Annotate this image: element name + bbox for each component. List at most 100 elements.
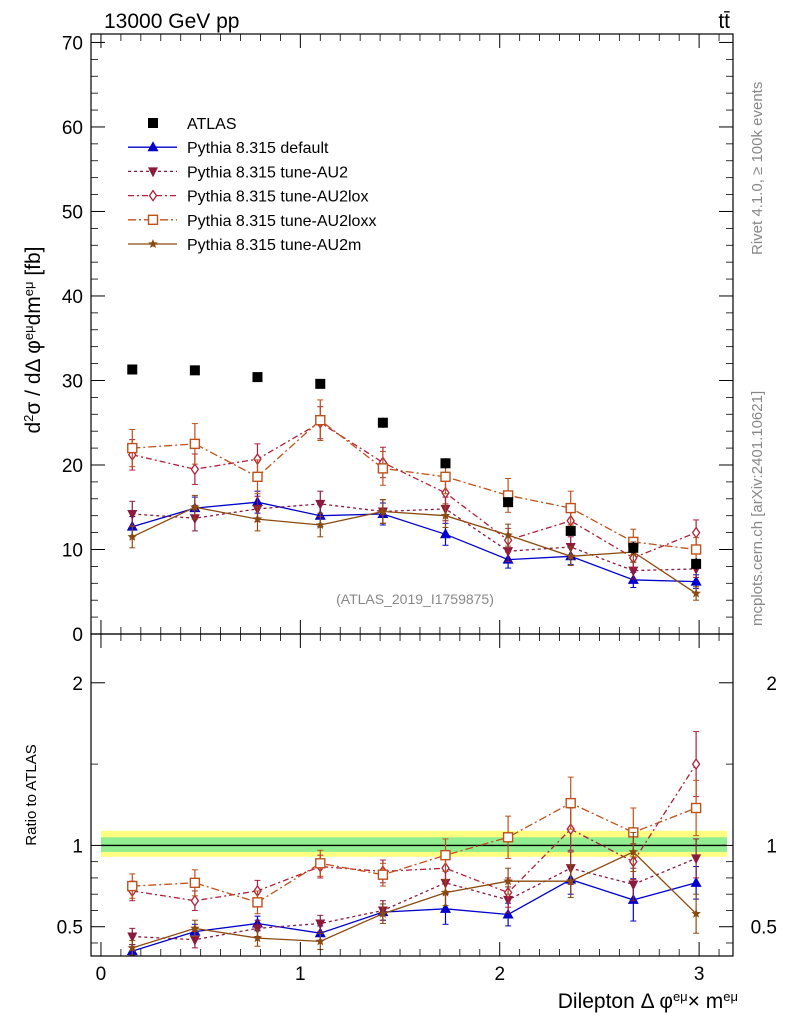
ratio-plot-content	[100, 731, 728, 956]
y-tick-label-right: 0.5	[751, 918, 777, 939]
data-point	[378, 908, 388, 918]
data-point	[502, 832, 514, 843]
y-tick-label: 40	[62, 287, 83, 308]
legend-marker	[148, 189, 158, 202]
data-point	[440, 510, 451, 520]
x-tick-label: 3	[694, 964, 705, 985]
mcplots-label: mcplots.cern.ch [arXiv:2401.10621]	[749, 391, 766, 626]
data-point	[440, 849, 451, 861]
legend-label: Pythia 8.315 default	[187, 140, 329, 157]
data-point	[690, 544, 702, 555]
data-point	[565, 525, 576, 536]
data-point	[315, 378, 326, 389]
ratio-y-axis-label: Ratio to ATLAS	[23, 744, 40, 845]
data-point	[315, 499, 326, 510]
data-point	[628, 566, 639, 577]
data-point	[440, 887, 451, 897]
series-au2loxx	[127, 399, 702, 562]
data-point	[315, 519, 326, 530]
data-point	[314, 927, 326, 938]
data-point	[127, 364, 138, 375]
data-point	[252, 471, 263, 483]
xlabel-part-4: eμ	[723, 989, 738, 1004]
main-y-axis: 0 10 20 30 40 50 60 70	[62, 33, 733, 646]
legend-label: Pythia 8.315 tune-AU2	[187, 164, 348, 181]
legend-label: Pythia 8.315 tune-AU2m	[187, 237, 361, 254]
ylabel-part-3: σ / dΔ φ	[22, 340, 45, 414]
data-point	[315, 936, 326, 946]
data-point	[565, 502, 576, 514]
data-point	[565, 797, 576, 809]
data-point	[691, 757, 701, 771]
y-tick-label: 70	[62, 33, 83, 54]
y-tick-label-right: 1	[766, 836, 777, 857]
legend-marker	[148, 239, 158, 249]
y-tick-label: 20	[62, 456, 83, 477]
legend-label: ATLAS	[187, 116, 237, 133]
data-point	[189, 365, 200, 376]
y-tick-label: 0	[72, 625, 83, 646]
series-default	[126, 490, 702, 589]
data-point	[691, 908, 701, 918]
legend: ATLAS Pythia 8.315 default Pythia 8.315 tu…	[128, 116, 376, 254]
series-line-default	[132, 878, 697, 952]
data-point	[377, 463, 389, 474]
series-atlas	[127, 364, 702, 570]
xlabel-part-2: eμ	[673, 989, 688, 1004]
data-point	[439, 528, 451, 539]
legend-label: Pythia 8.315 tune-AU2lox	[187, 189, 368, 206]
y-tick-label: 1	[72, 836, 83, 857]
x-tick-label: 0	[96, 964, 107, 985]
data-point	[377, 417, 388, 428]
series-au2lox	[127, 731, 701, 911]
data-point	[565, 876, 576, 886]
data-point	[315, 858, 326, 869]
data-point	[252, 924, 263, 935]
data-point	[189, 935, 200, 946]
series-line-default	[132, 501, 697, 583]
legend-entry: Pythia 8.315 tune-AU2	[128, 164, 348, 181]
data-point	[190, 894, 200, 907]
main-y-axis-label: d2σ / dΔ φeμdmeμ [fb]	[21, 246, 46, 433]
data-point	[503, 530, 513, 540]
data-point	[127, 932, 138, 943]
data-point	[502, 908, 514, 919]
data-point	[315, 919, 326, 930]
data-point	[189, 877, 201, 889]
legend-label: Pythia 8.315 tune-AU2loxx	[187, 213, 376, 230]
data-point	[377, 869, 389, 880]
data-point	[378, 506, 388, 516]
ylabel-part-7: [fb]	[22, 246, 45, 281]
legend-entry: ATLAS	[148, 116, 237, 133]
series-line-au2loxx	[132, 802, 697, 904]
analysis-watermark: (ATLAS_2019_I1759875)	[336, 591, 494, 607]
y-tick-label: 30	[62, 371, 83, 392]
data-point	[440, 458, 451, 469]
ratio-frame	[90, 633, 734, 957]
data-point	[503, 876, 513, 886]
data-point	[190, 923, 200, 933]
x-axis-label: Dilepton Δ φeμ× meμ	[558, 989, 738, 1014]
data-point	[565, 551, 576, 561]
data-point	[690, 575, 702, 586]
ylabel-part-1: d	[22, 422, 45, 434]
data-point	[440, 471, 451, 483]
data-point	[691, 526, 701, 539]
legend-entry: Pythia 8.315 tune-AU2m	[128, 237, 361, 254]
data-point	[127, 510, 138, 520]
process-label: tt̄	[718, 10, 730, 33]
series-line-au2	[132, 503, 697, 572]
data-point	[190, 463, 200, 476]
y-tick-label: 2	[72, 674, 83, 695]
data-point	[628, 542, 639, 553]
main-plot-content	[126, 364, 702, 601]
data-point	[127, 942, 138, 952]
y-tick-label: 50	[62, 202, 83, 223]
series-au2lox	[127, 406, 701, 569]
data-point	[252, 933, 263, 943]
legend-entry: Pythia 8.315 default	[128, 140, 329, 157]
data-point	[252, 514, 263, 524]
series-au2m	[127, 831, 701, 956]
data-point	[252, 372, 263, 383]
